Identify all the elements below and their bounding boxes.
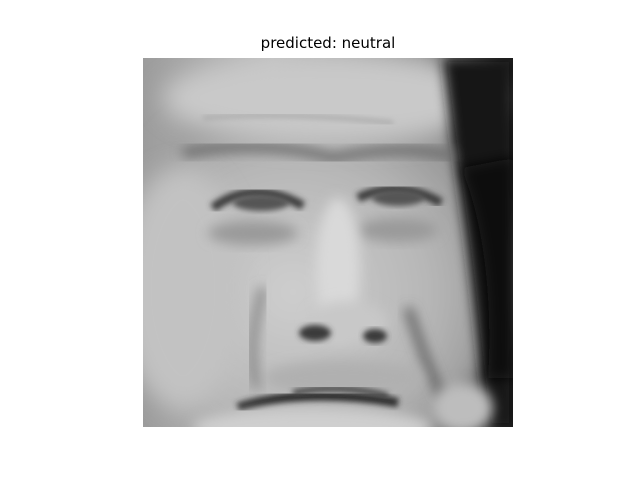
face-image-render [143, 58, 513, 427]
plot-title: predicted: neutral [0, 34, 640, 52]
face-image [143, 58, 513, 427]
